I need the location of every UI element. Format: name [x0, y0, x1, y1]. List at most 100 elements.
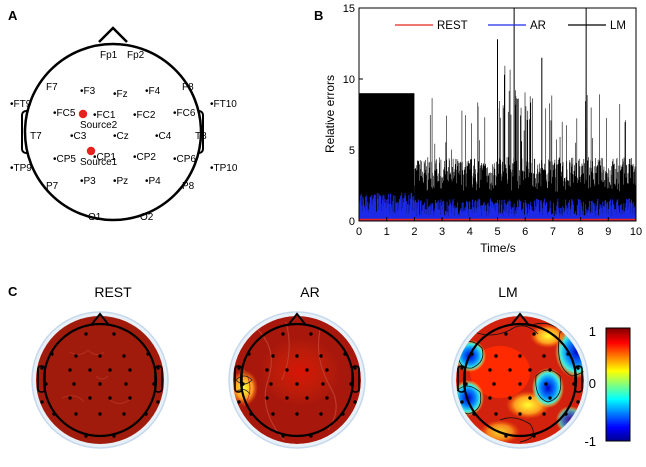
- electrode-dot: [285, 368, 289, 372]
- electrode-dot: [122, 354, 126, 358]
- electrode-dot: [68, 368, 72, 372]
- electrode-dot: [265, 368, 269, 372]
- panel-label-a: A: [8, 8, 18, 23]
- electrode-dot: [319, 412, 323, 416]
- electrode-dot: [237, 366, 241, 370]
- electrode-dot: [321, 382, 325, 386]
- electrode-fc1: •FC1: [93, 110, 116, 121]
- electrode-fp1: Fp1: [100, 50, 118, 61]
- electrode-dot: [249, 412, 253, 416]
- electrode-dot: [460, 366, 464, 370]
- map-contours: [61, 349, 133, 404]
- lm-line: [414, 65, 637, 221]
- electrode-dot: [566, 352, 570, 356]
- head-nose: [511, 312, 529, 325]
- electrode-dot: [156, 366, 160, 370]
- electrode-dot: [281, 332, 285, 336]
- electrode-cp5: •CP5: [53, 154, 76, 165]
- map-disc: [36, 316, 164, 444]
- electrode-dot: [84, 434, 88, 438]
- electrode-dot: [241, 382, 245, 386]
- head-outline: [462, 322, 578, 438]
- electrode-dot: [74, 354, 78, 358]
- electrode-dot: [124, 382, 128, 386]
- electrode-dot: [504, 434, 508, 438]
- electrode-o2: O2: [140, 212, 154, 223]
- topomap-ar: [228, 311, 366, 449]
- y-tick-label: 5: [349, 145, 355, 157]
- topomap-title-ar: AR: [300, 284, 319, 300]
- electrode-dot: [572, 382, 576, 386]
- electrode-dot: [271, 412, 275, 416]
- head-nose: [91, 312, 109, 325]
- electrode-dot: [548, 396, 552, 400]
- colorbar-tick-max: 1: [589, 324, 596, 339]
- source2-marker: [78, 109, 88, 119]
- electrode-dot: [518, 354, 522, 358]
- legend-label-lm: LM: [610, 20, 626, 32]
- electrode-dot: [564, 412, 568, 416]
- electrode-dot: [518, 382, 522, 386]
- head-nose: [98, 26, 128, 43]
- source2-label: Source2: [80, 120, 118, 131]
- electrode-dot: [98, 382, 102, 386]
- electrode-dot: [325, 368, 329, 372]
- electrode-dot: [349, 382, 353, 386]
- electrode-dot: [542, 412, 546, 416]
- electrode-dot: [146, 352, 150, 356]
- x-tick-label: 6: [522, 226, 528, 238]
- electrode-dot: [470, 352, 474, 356]
- panel-label-c: C: [8, 284, 18, 299]
- x-tick-label: 4: [467, 226, 473, 238]
- electrode-dot: [68, 396, 72, 400]
- electrode-dot: [108, 396, 112, 400]
- electrode-dot: [108, 368, 112, 372]
- head-rest: [37, 312, 163, 438]
- x-tick-label: 5: [494, 226, 500, 238]
- map-hotspot: [260, 338, 340, 406]
- electrode-dot: [50, 352, 54, 356]
- map-contours: [243, 321, 337, 441]
- electrode-dot: [508, 396, 512, 400]
- electrode-dot: [88, 368, 92, 372]
- electrode-dot: [319, 354, 323, 358]
- electrode-dot: [98, 412, 102, 416]
- colorbar: [605, 327, 631, 442]
- x-tick-label: 2: [411, 226, 417, 238]
- source1-label: Source1: [80, 157, 118, 168]
- colorbar-tick-mid: 0: [589, 376, 596, 391]
- electrode-dot: [112, 332, 116, 336]
- electrode-f8: F8: [182, 82, 194, 93]
- electrode-dot: [44, 382, 48, 386]
- electrode-dot: [544, 382, 548, 386]
- map-hotspot: [530, 324, 566, 348]
- electrode-fc6: •FC6: [173, 108, 196, 119]
- topomap-title-lm: LM: [498, 284, 517, 300]
- x-tick-label: 9: [605, 226, 611, 238]
- electrode-dot: [353, 400, 357, 404]
- head-outline: [42, 322, 158, 438]
- electrode-dot: [532, 332, 536, 336]
- electrode-dot: [542, 354, 546, 358]
- electrode-fc2: •FC2: [133, 110, 156, 121]
- map-contours: [456, 322, 584, 443]
- electrode-dot: [460, 400, 464, 404]
- head-outline: [23, 42, 203, 222]
- legend: REST AR LM: [395, 20, 626, 32]
- topomap-heads: [37, 312, 583, 438]
- electrode-dot: [548, 368, 552, 372]
- electrode-f3: •F3: [80, 86, 96, 97]
- electrode-dot: [472, 412, 476, 416]
- electrode-fc5: •FC5: [53, 108, 76, 119]
- electrode-dot: [285, 396, 289, 400]
- electrode-p7: P7: [46, 181, 59, 192]
- electrode-dot: [325, 396, 329, 400]
- y-axis-label: Relative errors: [323, 75, 337, 153]
- electrode-dot: [494, 412, 498, 416]
- electrode-dot: [152, 382, 156, 386]
- electrode-dot: [269, 382, 273, 386]
- electrode-dot: [122, 412, 126, 416]
- electrode-dot: [488, 368, 492, 372]
- electrode-t7: T7: [30, 131, 42, 142]
